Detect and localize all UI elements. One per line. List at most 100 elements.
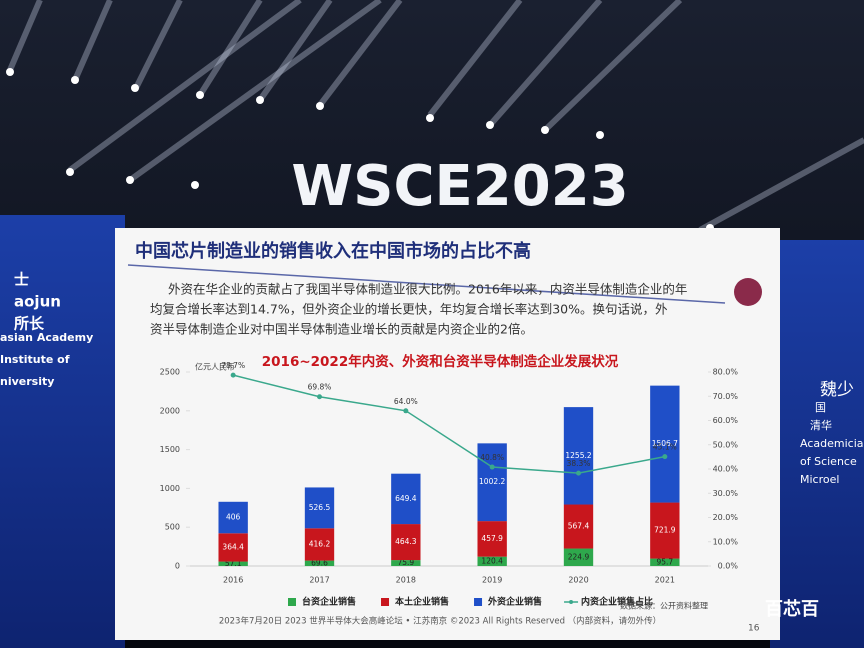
line-label: 64.0% xyxy=(394,397,418,406)
y2-tick-label: 50.0% xyxy=(713,440,739,449)
watermark: 百芯百 xyxy=(765,598,819,620)
legend-label: 外资企业销售 xyxy=(487,596,542,608)
y2-tick-label: 80.0% xyxy=(713,368,739,377)
paragraph-line: 外资在华企业的贡献占了我国半导体制造业很大比例。2016年以来，内资半导体制造企… xyxy=(168,282,687,297)
bar-segment xyxy=(563,407,594,505)
bar-segment xyxy=(563,504,594,549)
side-label: of Science xyxy=(800,455,857,468)
slide-title: 中国芯片制造业的销售收入在中国市场的占比不高 xyxy=(135,240,531,262)
line xyxy=(232,374,665,474)
y-tick-label: 2000 xyxy=(160,406,180,415)
side-label: 魏少 xyxy=(820,380,854,400)
line-label: 69.8% xyxy=(308,383,332,392)
logo xyxy=(734,278,762,306)
bar-segment xyxy=(304,487,335,529)
side-label: Academician xyxy=(800,437,864,450)
legend-label: 内资企业销售占比 xyxy=(581,596,653,608)
y2-tick-label: 70.0% xyxy=(713,392,739,401)
y2-tick-label: 30.0% xyxy=(713,489,739,498)
x-tick-label: 2016 xyxy=(223,576,243,585)
side-label: asian Academy xyxy=(0,331,93,344)
left-screen xyxy=(0,215,125,648)
bar-segment xyxy=(477,521,507,557)
legend-label: 台资企业销售 xyxy=(302,596,356,608)
bar-segment xyxy=(477,443,507,522)
side-label: 所长 xyxy=(14,315,45,333)
chart-title: 2016~2022年内资、外资和台资半导体制造企业发展状况 xyxy=(262,353,619,370)
y-tick-label: 1000 xyxy=(160,484,180,493)
y2-tick-label: 40.0% xyxy=(713,465,739,474)
y2-tick-label: 60.0% xyxy=(713,416,739,425)
line-label: 40.8% xyxy=(480,453,504,462)
value-label: 69.6 xyxy=(311,558,328,567)
line-point xyxy=(230,372,236,378)
line-label: 38.3% xyxy=(567,459,591,468)
x-tick-label: 2019 xyxy=(482,576,502,585)
x-tick-label: 2018 xyxy=(396,576,416,585)
bar-segment xyxy=(563,548,594,566)
value-label: 75.9 xyxy=(397,558,414,567)
value-label: 464.3 xyxy=(395,537,417,546)
y-tick-label: 0 xyxy=(175,562,180,571)
value-label: 1255.2 xyxy=(565,451,591,460)
paragraph-line: 均复合增长率达到14.7%，但外资企业的增长更快，年均复合增长率达到30%。换句… xyxy=(150,302,668,317)
y-tick-label: 1500 xyxy=(160,445,180,454)
bar-segment xyxy=(391,473,421,525)
page-number: 16 xyxy=(748,624,760,634)
value-label: 721.9 xyxy=(654,526,676,535)
side-label: niversity xyxy=(0,375,54,388)
value-label: 120.4 xyxy=(481,556,503,565)
y2-tick-label: 20.0% xyxy=(713,513,739,522)
y2-tick-label: 0.0% xyxy=(718,562,739,571)
bar-segment xyxy=(218,501,248,534)
side-label: aojun xyxy=(14,293,61,311)
value-label: 95.7 xyxy=(656,557,673,566)
value-label: 526.5 xyxy=(309,503,331,512)
bar-segment xyxy=(650,385,680,503)
unit-label: 亿元人民币 xyxy=(195,362,235,372)
chart: 0 500 1000 1500 2000 2500 0.0% 10.0% 20.0% 30.0% 4… xyxy=(160,361,739,607)
legend-swatch xyxy=(288,598,296,606)
bar-segment xyxy=(304,560,335,566)
side-label: Institute of xyxy=(0,353,70,366)
bar-segment xyxy=(650,558,680,566)
line-point xyxy=(576,470,581,476)
value-label: 1002.2 xyxy=(479,477,505,486)
bar-segment xyxy=(218,533,248,562)
value-label: 1506.7 xyxy=(652,439,678,448)
value-label: 457.9 xyxy=(481,534,503,543)
x-tick-label: 2017 xyxy=(309,576,329,585)
value-label: 416.2 xyxy=(309,539,331,548)
line-point xyxy=(489,464,495,470)
y-tick-label: 2500 xyxy=(160,368,180,377)
side-label: 清华 xyxy=(810,418,832,432)
right-screen xyxy=(770,240,864,648)
bar-segment xyxy=(391,560,421,566)
value-label: 57.1 xyxy=(225,559,242,568)
legend-swatch xyxy=(474,598,483,606)
title-rule xyxy=(127,264,726,304)
bar-segment xyxy=(477,556,507,566)
line-point xyxy=(662,454,668,460)
y2-tick-label: 10.0% xyxy=(713,537,739,546)
y-tick-label: 500 xyxy=(165,523,180,532)
x-tick-label: 2021 xyxy=(655,576,675,585)
banner: WSCE2023 xyxy=(291,154,628,219)
bar-segment xyxy=(218,561,248,566)
legend-swatch xyxy=(381,598,390,606)
value-label: 406 xyxy=(226,513,241,522)
line-label: 78.7% xyxy=(221,361,245,370)
footer: 2023年7月20日 2023 世界半导体大会高峰论坛 • 江苏南京 ©2023… xyxy=(219,616,661,627)
paragraph: 外资在华企业的贡献占了我国半导体制造业很大比例。2016年以来，内资半导体制造企… xyxy=(150,282,687,337)
bar-segment xyxy=(650,502,680,559)
value-label: 364.4 xyxy=(222,542,244,551)
value-label: 649.4 xyxy=(395,494,417,503)
x-tick-label: 2020 xyxy=(568,576,588,585)
line-point xyxy=(317,394,322,400)
value-label: 224.9 xyxy=(568,552,590,561)
legend-swatch xyxy=(569,600,574,604)
legend-label: 本土企业销售 xyxy=(395,596,449,608)
side-label: Microel xyxy=(800,473,839,486)
